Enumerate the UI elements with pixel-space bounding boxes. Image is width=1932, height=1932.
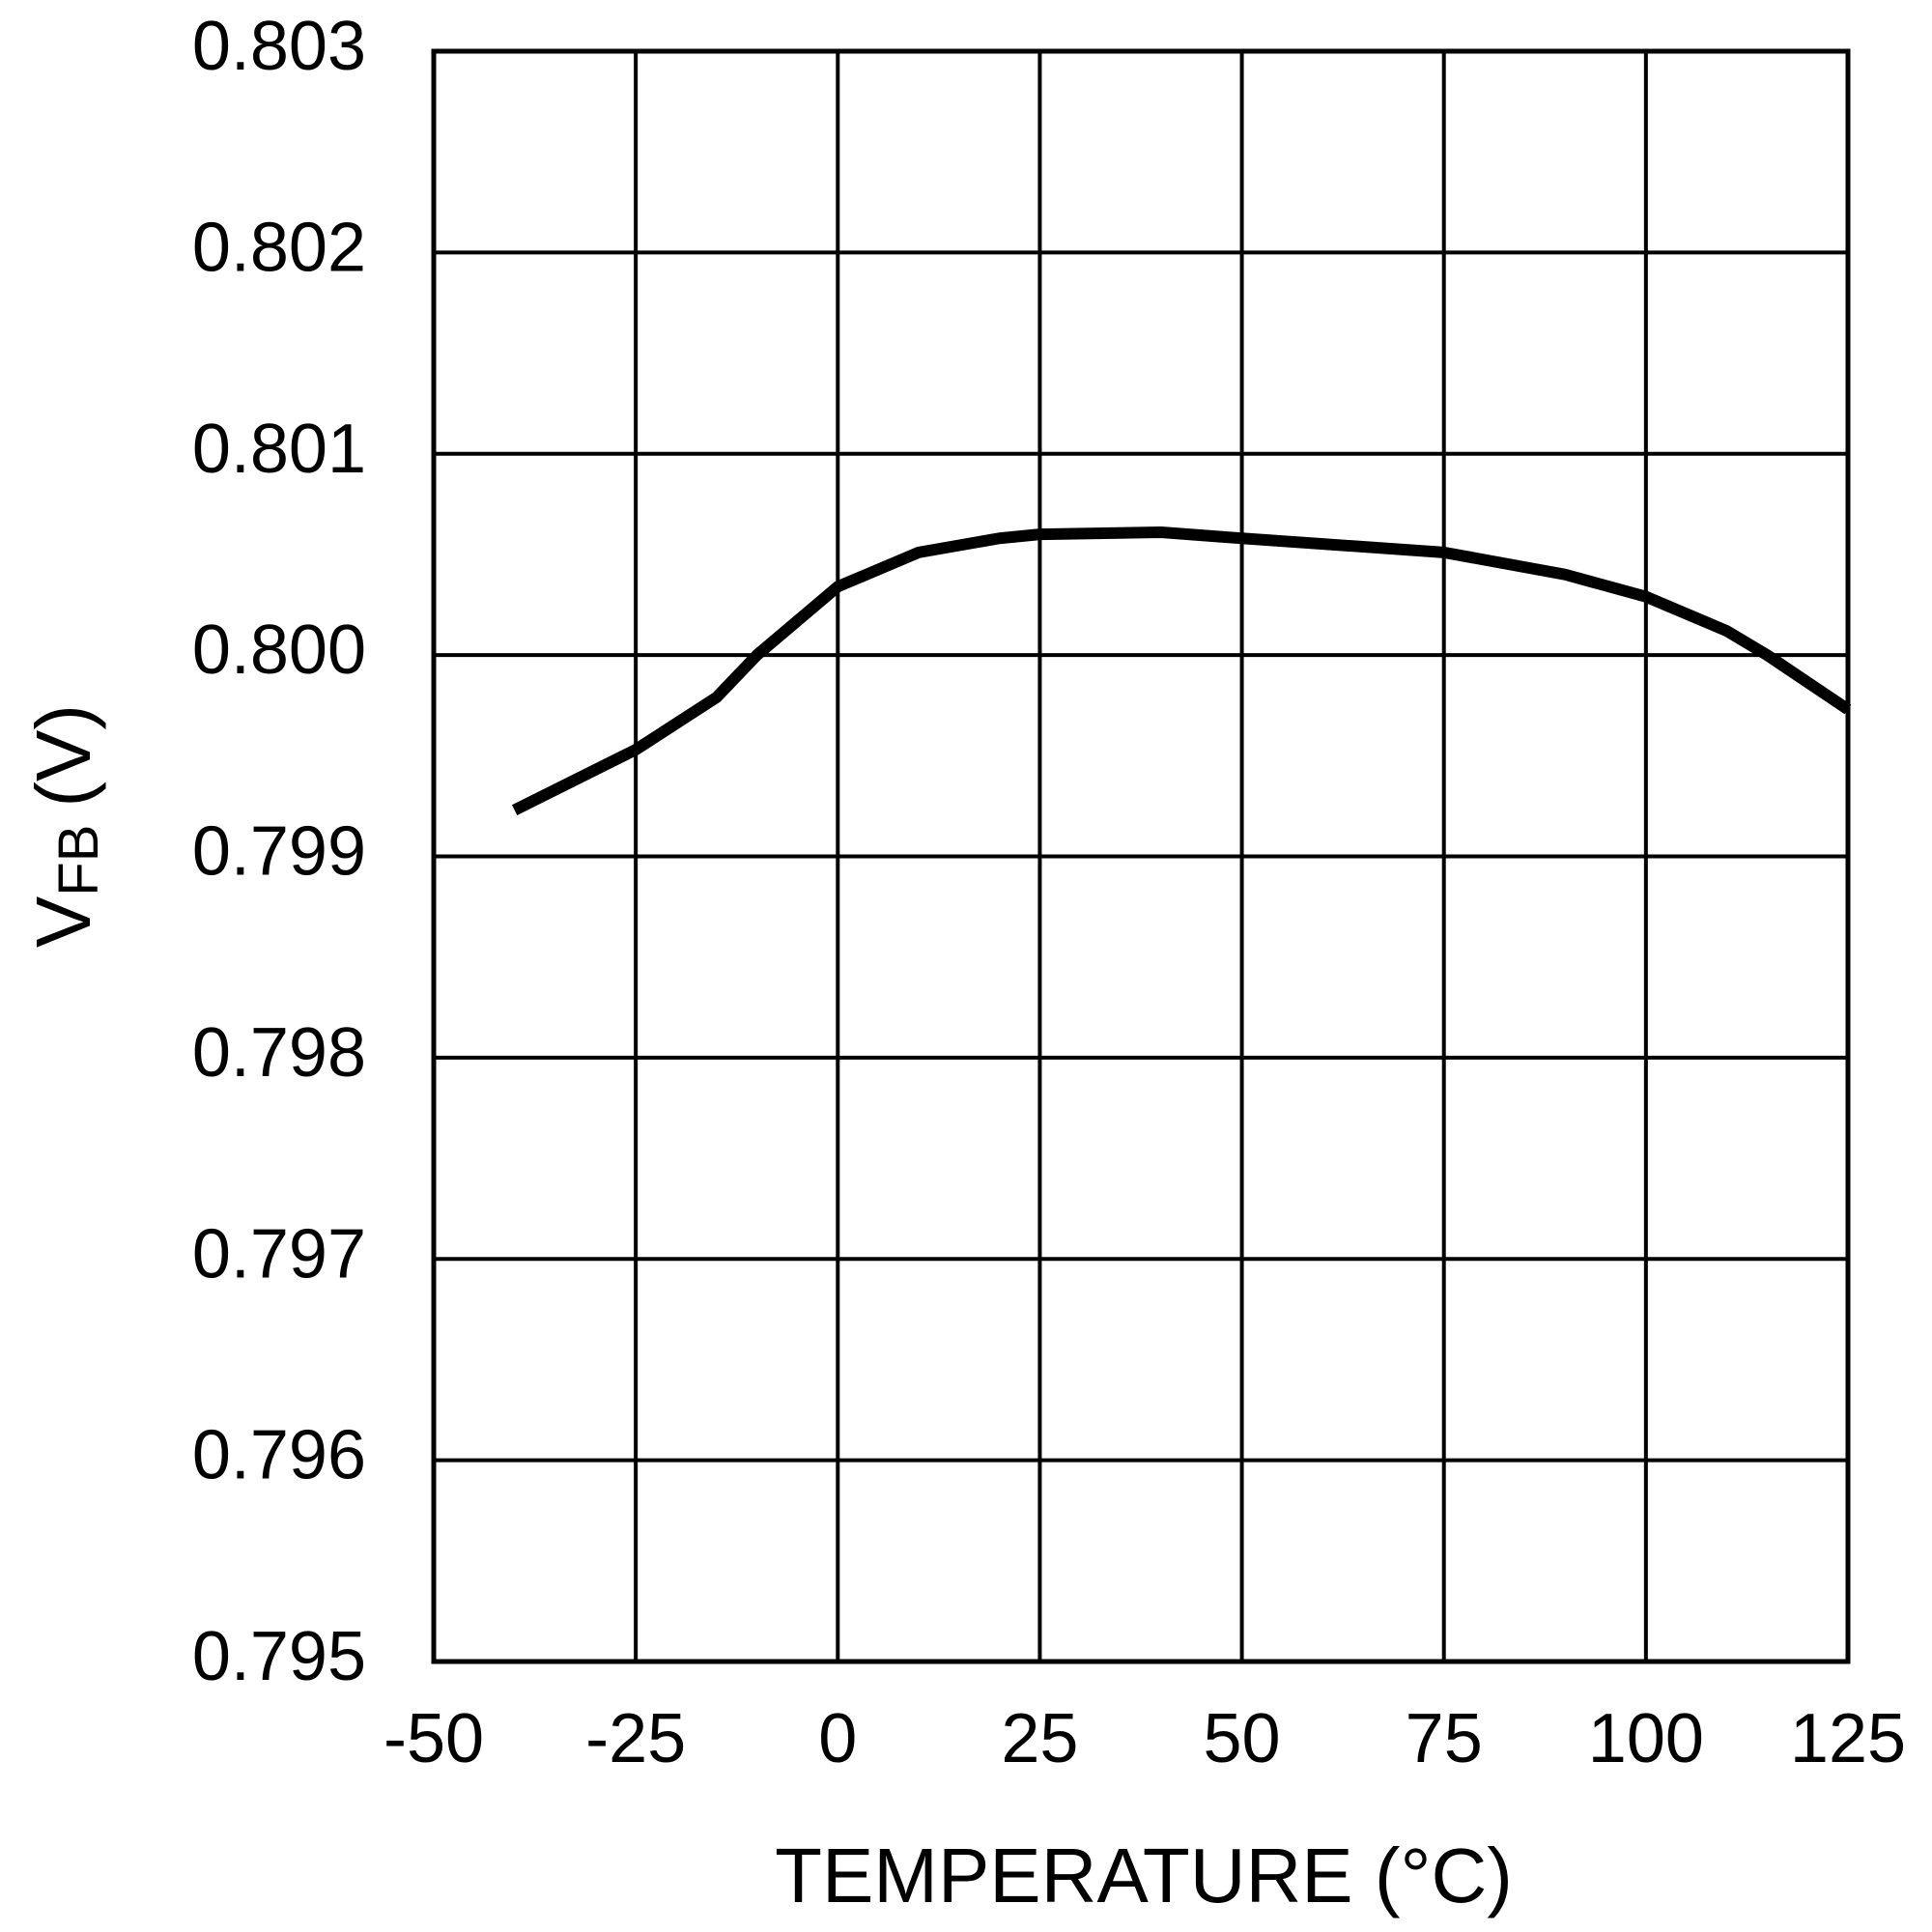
y-tick-label: 0.802: [192, 209, 366, 286]
data-line: [511, 526, 1852, 815]
y-tick-label: 0.803: [192, 8, 366, 85]
y-axis-title-main: V: [20, 895, 106, 948]
x-tick-label: 75: [1406, 1700, 1483, 1777]
y-tick-label: 0.797: [192, 1215, 366, 1293]
y-axis-title-unit: (V): [20, 704, 106, 808]
x-tick-label: 125: [1790, 1700, 1906, 1777]
y-axis-title: VFB (V): [20, 704, 110, 948]
y-tick-label: 0.796: [192, 1417, 366, 1494]
plot-frame: [431, 48, 1851, 1664]
x-tick-label: -50: [384, 1700, 484, 1777]
y-tick-label: 0.799: [192, 813, 366, 891]
y-tick-label: 0.800: [192, 611, 366, 689]
x-tick-label: -25: [585, 1700, 686, 1777]
y-axis-title-subscript: FB: [47, 825, 110, 896]
y-tick-label: 0.801: [192, 411, 366, 488]
x-tick-label: 25: [1001, 1700, 1078, 1777]
x-tick-label: 100: [1588, 1700, 1704, 1777]
x-axis-title: TEMPERATURE (°C): [775, 1833, 1513, 1918]
y-tick-label: 0.795: [192, 1618, 366, 1695]
x-tick-label: 0: [818, 1700, 857, 1777]
x-tick-label: 50: [1204, 1700, 1281, 1777]
y-tick-label: 0.798: [192, 1014, 366, 1092]
